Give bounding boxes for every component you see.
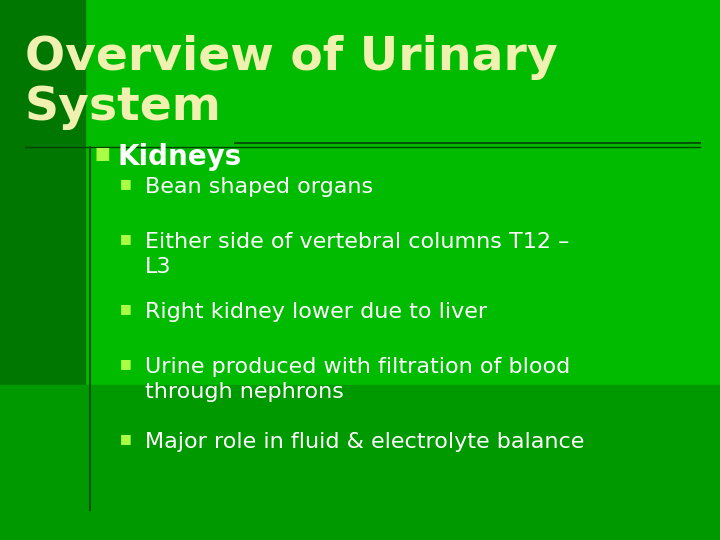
Text: ■: ■ xyxy=(95,145,111,163)
Bar xyxy=(0,0,85,540)
Text: Major role in fluid & electrolyte balance: Major role in fluid & electrolyte balanc… xyxy=(145,432,585,452)
Text: Kidneys: Kidneys xyxy=(118,143,242,171)
Text: Either side of vertebral columns T12 –
L3: Either side of vertebral columns T12 – L… xyxy=(145,232,570,277)
Bar xyxy=(0,385,720,540)
Text: ■: ■ xyxy=(120,357,132,370)
Text: ■: ■ xyxy=(120,432,132,445)
Text: ■: ■ xyxy=(120,302,132,315)
Text: System: System xyxy=(25,85,222,130)
Text: Right kidney lower due to liver: Right kidney lower due to liver xyxy=(145,302,487,322)
Text: ■: ■ xyxy=(120,177,132,190)
Text: ■: ■ xyxy=(120,232,132,245)
Text: Urine produced with filtration of blood
through nephrons: Urine produced with filtration of blood … xyxy=(145,357,570,402)
Text: Bean shaped organs: Bean shaped organs xyxy=(145,177,373,197)
Text: Overview of Urinary: Overview of Urinary xyxy=(25,35,557,80)
